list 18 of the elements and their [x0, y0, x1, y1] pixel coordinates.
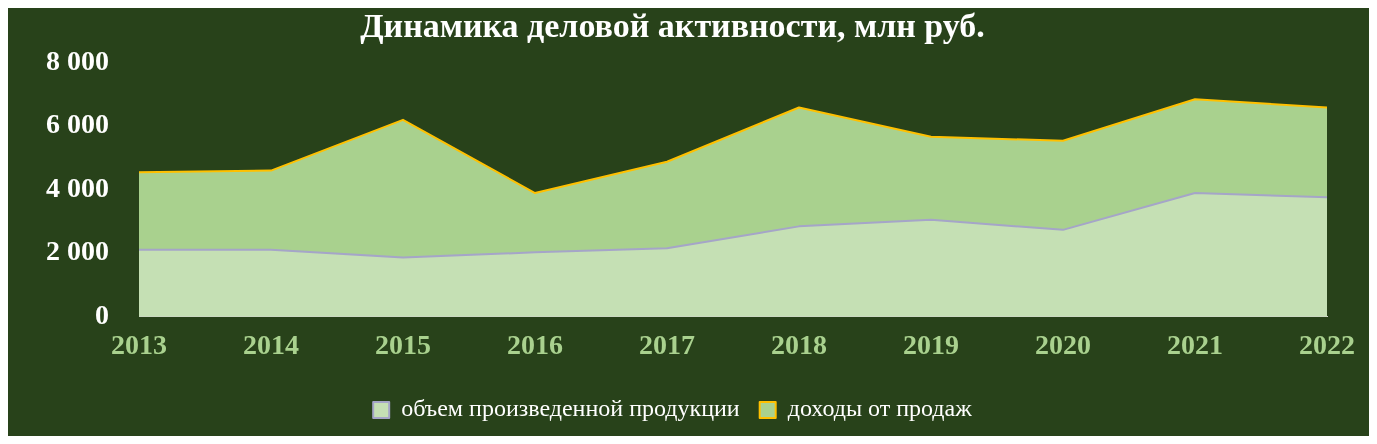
x-tick-label: 2014 [243, 329, 299, 361]
x-tick-label: 2013 [111, 329, 167, 361]
chart-title: Динамика деловой активности, млн руб. [360, 7, 985, 45]
x-tick-label: 2021 [1167, 329, 1223, 361]
x-tick-label: 2017 [639, 329, 695, 361]
x-tick-label: 2015 [375, 329, 431, 361]
y-tick-label: 6 000 [46, 108, 109, 140]
legend-label: доходы от продаж [787, 395, 973, 422]
x-tick-label: 2019 [903, 329, 959, 361]
y-tick-label: 8 000 [46, 45, 109, 77]
y-tick-label: 2 000 [46, 235, 109, 267]
x-tick-label: 2018 [771, 329, 827, 361]
legend-label: объем произведенной продукции [401, 395, 740, 422]
y-tick-label: 4 000 [46, 171, 109, 203]
x-tick-label: 2016 [507, 329, 563, 361]
x-tick-label: 2022 [1299, 329, 1355, 361]
x-tick-label: 2020 [1035, 329, 1091, 361]
y-tick-label: 0 [95, 298, 109, 330]
